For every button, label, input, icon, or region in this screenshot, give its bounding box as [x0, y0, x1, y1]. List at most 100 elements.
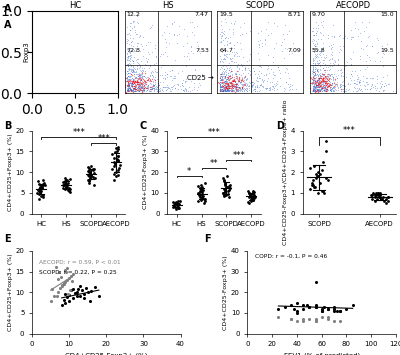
Point	[143, 86, 149, 91]
Point	[223, 184, 230, 190]
Point	[219, 59, 226, 65]
Point	[223, 81, 230, 86]
Point	[88, 289, 95, 294]
Point	[125, 87, 131, 92]
Point	[227, 73, 233, 78]
Point	[46, 80, 52, 85]
Point	[37, 64, 44, 70]
Point	[130, 78, 136, 84]
Point	[282, 65, 289, 71]
Point	[321, 62, 328, 68]
Point	[78, 76, 84, 82]
Point	[262, 85, 268, 91]
Point	[166, 40, 172, 46]
Point	[36, 84, 43, 89]
Point	[136, 85, 142, 91]
Point	[322, 74, 329, 80]
Point	[325, 72, 331, 77]
Point	[325, 67, 332, 73]
Point	[39, 86, 46, 92]
Point	[317, 180, 323, 185]
Point	[36, 82, 43, 88]
Point	[125, 83, 131, 89]
Point	[146, 77, 153, 83]
Point	[104, 60, 110, 65]
Point	[201, 196, 208, 202]
Point	[44, 85, 51, 91]
Point	[317, 87, 323, 93]
Point	[256, 68, 262, 74]
Point	[69, 278, 75, 284]
Point	[136, 71, 143, 77]
Point	[127, 79, 133, 84]
Point	[199, 71, 206, 77]
Point	[134, 85, 141, 91]
Point	[310, 79, 316, 85]
Point	[330, 79, 337, 85]
Point	[156, 88, 162, 94]
Point	[42, 94, 48, 100]
Point	[127, 81, 134, 86]
Point	[262, 37, 268, 43]
Point	[130, 83, 137, 88]
Point	[324, 87, 330, 93]
Point	[197, 194, 204, 200]
Point	[224, 87, 230, 92]
Point	[241, 75, 248, 81]
Point	[218, 56, 224, 62]
Point	[141, 82, 148, 88]
Point	[332, 86, 338, 92]
Point	[313, 83, 320, 89]
Point	[128, 64, 135, 69]
Point	[220, 76, 226, 82]
Point	[32, 70, 38, 75]
Point	[220, 85, 227, 91]
Point	[223, 84, 229, 89]
Point	[218, 70, 225, 75]
Point	[142, 84, 148, 89]
Point	[312, 75, 319, 81]
Point	[128, 58, 135, 63]
Point	[224, 86, 230, 92]
Point	[325, 73, 332, 79]
Point	[139, 76, 146, 81]
Point	[46, 86, 52, 92]
Point	[39, 87, 45, 92]
Point	[356, 80, 362, 86]
Point	[33, 54, 39, 60]
Point	[311, 86, 318, 92]
Point	[148, 86, 154, 92]
Point	[196, 80, 202, 86]
Point	[229, 77, 236, 83]
Point	[62, 291, 69, 297]
Point	[38, 87, 45, 92]
Point	[222, 63, 229, 69]
Point	[135, 80, 141, 85]
Point	[320, 71, 327, 77]
Point	[328, 77, 335, 82]
Point	[236, 65, 242, 71]
Point	[220, 81, 226, 86]
Point	[227, 55, 233, 61]
Point	[41, 83, 48, 89]
Point	[202, 198, 208, 204]
Point	[247, 192, 253, 197]
Point	[42, 78, 48, 84]
Point	[385, 81, 392, 87]
Point	[71, 80, 78, 86]
Point	[358, 45, 364, 50]
Point	[44, 80, 50, 85]
Point	[130, 85, 136, 91]
Point	[235, 78, 241, 84]
Point	[155, 58, 161, 64]
Point	[160, 84, 166, 90]
Point	[321, 67, 327, 72]
Point	[380, 88, 386, 94]
Point	[338, 47, 344, 53]
Point	[310, 36, 316, 42]
Point	[239, 86, 245, 91]
Point	[73, 46, 80, 52]
Point	[170, 204, 176, 210]
Point	[49, 57, 56, 63]
Point	[330, 71, 337, 77]
